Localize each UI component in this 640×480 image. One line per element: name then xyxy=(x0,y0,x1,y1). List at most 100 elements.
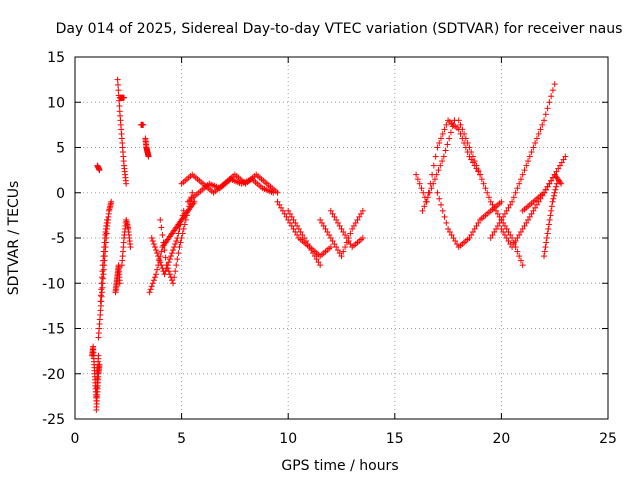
data-point-arc-u xyxy=(541,248,548,255)
data-point-arc-e xyxy=(114,76,121,83)
y-tick-label: -10 xyxy=(42,276,65,292)
data-point-arc-q xyxy=(505,228,512,235)
data-point-arc-s xyxy=(560,156,567,163)
data-point-arc-q xyxy=(480,180,487,187)
data-point-arc-s xyxy=(509,244,516,251)
data-point-arc-h xyxy=(140,121,147,128)
data-point-arc-o2 xyxy=(440,153,447,160)
data-point-arc-u xyxy=(553,180,560,187)
data-point-arc-s xyxy=(512,238,519,245)
data-point-arc-u xyxy=(543,239,550,246)
data-point-arc-j2 xyxy=(170,247,177,254)
data-point-arc-u xyxy=(543,235,550,241)
data-point-arc-k xyxy=(180,225,187,232)
data-point-arc-m2 xyxy=(292,219,299,226)
data-point-arc-k xyxy=(186,203,193,210)
data-point-arc-f xyxy=(121,94,128,101)
data-point-arc-m xyxy=(286,219,293,226)
data-point-arc-o xyxy=(441,126,448,133)
data-point-arc-n xyxy=(340,248,347,255)
y-tick-label: -20 xyxy=(42,367,65,383)
data-point-arc-b2 xyxy=(97,298,104,305)
data-point-arc-o2 xyxy=(435,167,442,174)
data-point-arc-q xyxy=(469,153,476,160)
data-point-arc-r xyxy=(494,222,501,229)
data-point-arc-o2 xyxy=(430,180,437,187)
data-point-arc-q xyxy=(485,194,492,201)
data-point-arc-o2 xyxy=(419,207,426,214)
data-point-arc-g xyxy=(127,244,134,251)
data-point-arc-j2 xyxy=(155,253,162,260)
data-point-arc-m xyxy=(292,228,299,235)
data-point-arc-j2 xyxy=(165,259,172,266)
data-point-arc-m2 xyxy=(304,241,311,248)
data-point-arc-t xyxy=(541,189,548,196)
data-point-arc-q xyxy=(507,231,514,238)
y-tick-label: -5 xyxy=(51,231,65,247)
data-point-arc-k xyxy=(172,268,179,275)
data-point-arc-u xyxy=(546,221,553,228)
y-tick-label: -15 xyxy=(42,322,65,338)
data-point-arc-r xyxy=(535,130,542,137)
data-point-arc-m xyxy=(294,231,301,238)
data-point-arc-s xyxy=(523,219,530,226)
data-point-arc-q xyxy=(514,248,521,255)
y-tick-label: -25 xyxy=(42,412,65,428)
data-point-arc-s xyxy=(503,235,510,241)
data-point-arc-n xyxy=(354,216,361,223)
grid xyxy=(75,57,608,419)
data-point-arc-j2 xyxy=(173,238,180,245)
data-point-arc-r xyxy=(505,204,512,211)
data-point-arc-o2 xyxy=(437,162,444,169)
x-tick-label: 10 xyxy=(279,431,297,447)
data-point-arc-k xyxy=(179,230,186,237)
y-axis-label: SDTVAR / TECUs xyxy=(6,181,22,296)
data-point-arc-j2 xyxy=(150,241,157,248)
data-point-arc-k xyxy=(163,262,170,269)
data-point-arc-n xyxy=(331,241,338,248)
data-point-arc-o2 xyxy=(446,135,453,142)
data-point-arc-m2 xyxy=(311,253,318,260)
data-point-arc-q xyxy=(473,162,480,169)
data-point-arc-n xyxy=(336,250,343,257)
data-point-arc-n2 xyxy=(336,222,343,229)
data-point-arc-j2 xyxy=(166,256,173,263)
data-point-arc-r xyxy=(523,162,530,169)
data-point-arc-j xyxy=(149,280,156,287)
data-point-arc-n2 xyxy=(338,225,345,232)
data-point-arc-j2 xyxy=(153,247,160,254)
data-point-arc-s xyxy=(498,225,505,232)
data-point-arc-q xyxy=(462,135,469,142)
axes: 0 5 10 15 20 25 -25 -20 -15 -10 -5 0 5 10 15 xyxy=(42,50,617,447)
data-point-arc-o2 xyxy=(442,147,449,154)
data-point-arc-o xyxy=(420,189,427,196)
data-point-arc-j xyxy=(146,289,153,296)
data-point-arc-j2 xyxy=(158,262,165,269)
data-point-arc-r xyxy=(537,126,544,133)
data-point-arc-p xyxy=(436,195,443,202)
data-point-arc-n xyxy=(326,231,333,238)
data-point-arc-o xyxy=(443,121,450,128)
data-point-arc-s xyxy=(521,222,528,229)
data-point-arc-e xyxy=(114,81,121,88)
data-point-arc-m2 xyxy=(313,256,320,263)
data-point-arc-s xyxy=(516,231,523,238)
data-point-arc-s xyxy=(553,168,560,175)
data-point-arc-k xyxy=(161,247,168,254)
data-point-arc-s xyxy=(510,241,517,248)
data-point-arc-r xyxy=(516,180,523,187)
data-point-arc-n xyxy=(333,244,340,251)
data-point-arc-o xyxy=(414,176,421,183)
data-point-arc-k xyxy=(164,265,171,272)
data-point-arc-j2 xyxy=(161,271,168,278)
data-point-arc-j2 xyxy=(151,244,158,251)
data-point-arc-j xyxy=(148,283,155,290)
data-point-arc-q xyxy=(466,144,473,151)
data-point-arc-n xyxy=(359,207,366,214)
data-point-arc-q xyxy=(503,225,510,232)
data-point-arc-o2 xyxy=(447,129,454,136)
data-point-arc-p xyxy=(443,219,450,226)
data-point-arc-s xyxy=(526,213,533,220)
data-point-arc-s xyxy=(528,210,535,217)
data-point-arc-s xyxy=(517,228,524,235)
